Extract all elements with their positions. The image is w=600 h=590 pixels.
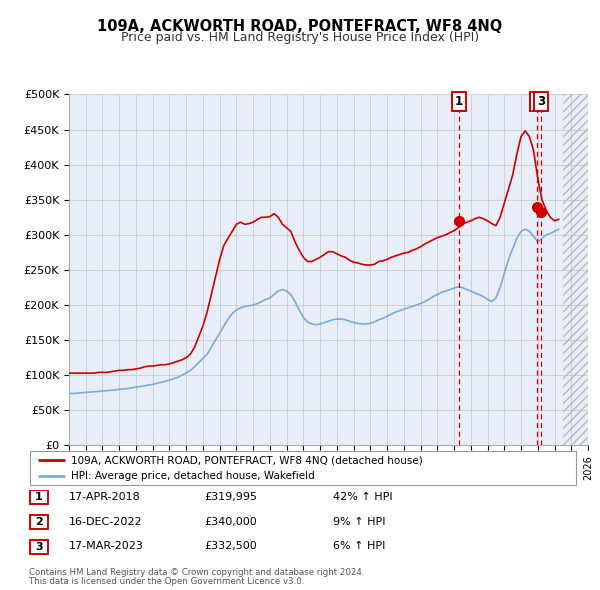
Text: Contains HM Land Registry data © Crown copyright and database right 2024.: Contains HM Land Registry data © Crown c…: [29, 568, 364, 577]
Text: 6% ↑ HPI: 6% ↑ HPI: [333, 542, 385, 551]
Text: This data is licensed under the Open Government Licence v3.0.: This data is licensed under the Open Gov…: [29, 578, 304, 586]
Text: HPI: Average price, detached house, Wakefield: HPI: Average price, detached house, Wake…: [71, 471, 314, 481]
Text: 9% ↑ HPI: 9% ↑ HPI: [333, 517, 386, 526]
Text: 109A, ACKWORTH ROAD, PONTEFRACT, WF8 4NQ (detached house): 109A, ACKWORTH ROAD, PONTEFRACT, WF8 4NQ…: [71, 455, 422, 466]
Text: 2: 2: [35, 517, 43, 527]
Text: Price paid vs. HM Land Registry's House Price Index (HPI): Price paid vs. HM Land Registry's House …: [121, 31, 479, 44]
Text: 3: 3: [35, 542, 43, 552]
Text: 2: 2: [533, 95, 541, 108]
Text: 1: 1: [35, 493, 43, 502]
Text: 16-DEC-2022: 16-DEC-2022: [69, 517, 143, 526]
Text: £340,000: £340,000: [204, 517, 257, 526]
Text: 3: 3: [537, 95, 545, 108]
Text: 17-MAR-2023: 17-MAR-2023: [69, 542, 144, 551]
Text: 109A, ACKWORTH ROAD, PONTEFRACT, WF8 4NQ: 109A, ACKWORTH ROAD, PONTEFRACT, WF8 4NQ: [97, 19, 503, 34]
FancyBboxPatch shape: [30, 540, 47, 554]
Text: 17-APR-2018: 17-APR-2018: [69, 492, 141, 502]
Text: 42% ↑ HPI: 42% ↑ HPI: [333, 492, 392, 502]
FancyBboxPatch shape: [30, 451, 576, 485]
FancyBboxPatch shape: [30, 490, 47, 504]
FancyBboxPatch shape: [30, 515, 47, 529]
Text: 1: 1: [455, 95, 463, 108]
Text: £332,500: £332,500: [204, 542, 257, 551]
Bar: [563, 94, 588, 445]
Text: £319,995: £319,995: [204, 492, 257, 502]
